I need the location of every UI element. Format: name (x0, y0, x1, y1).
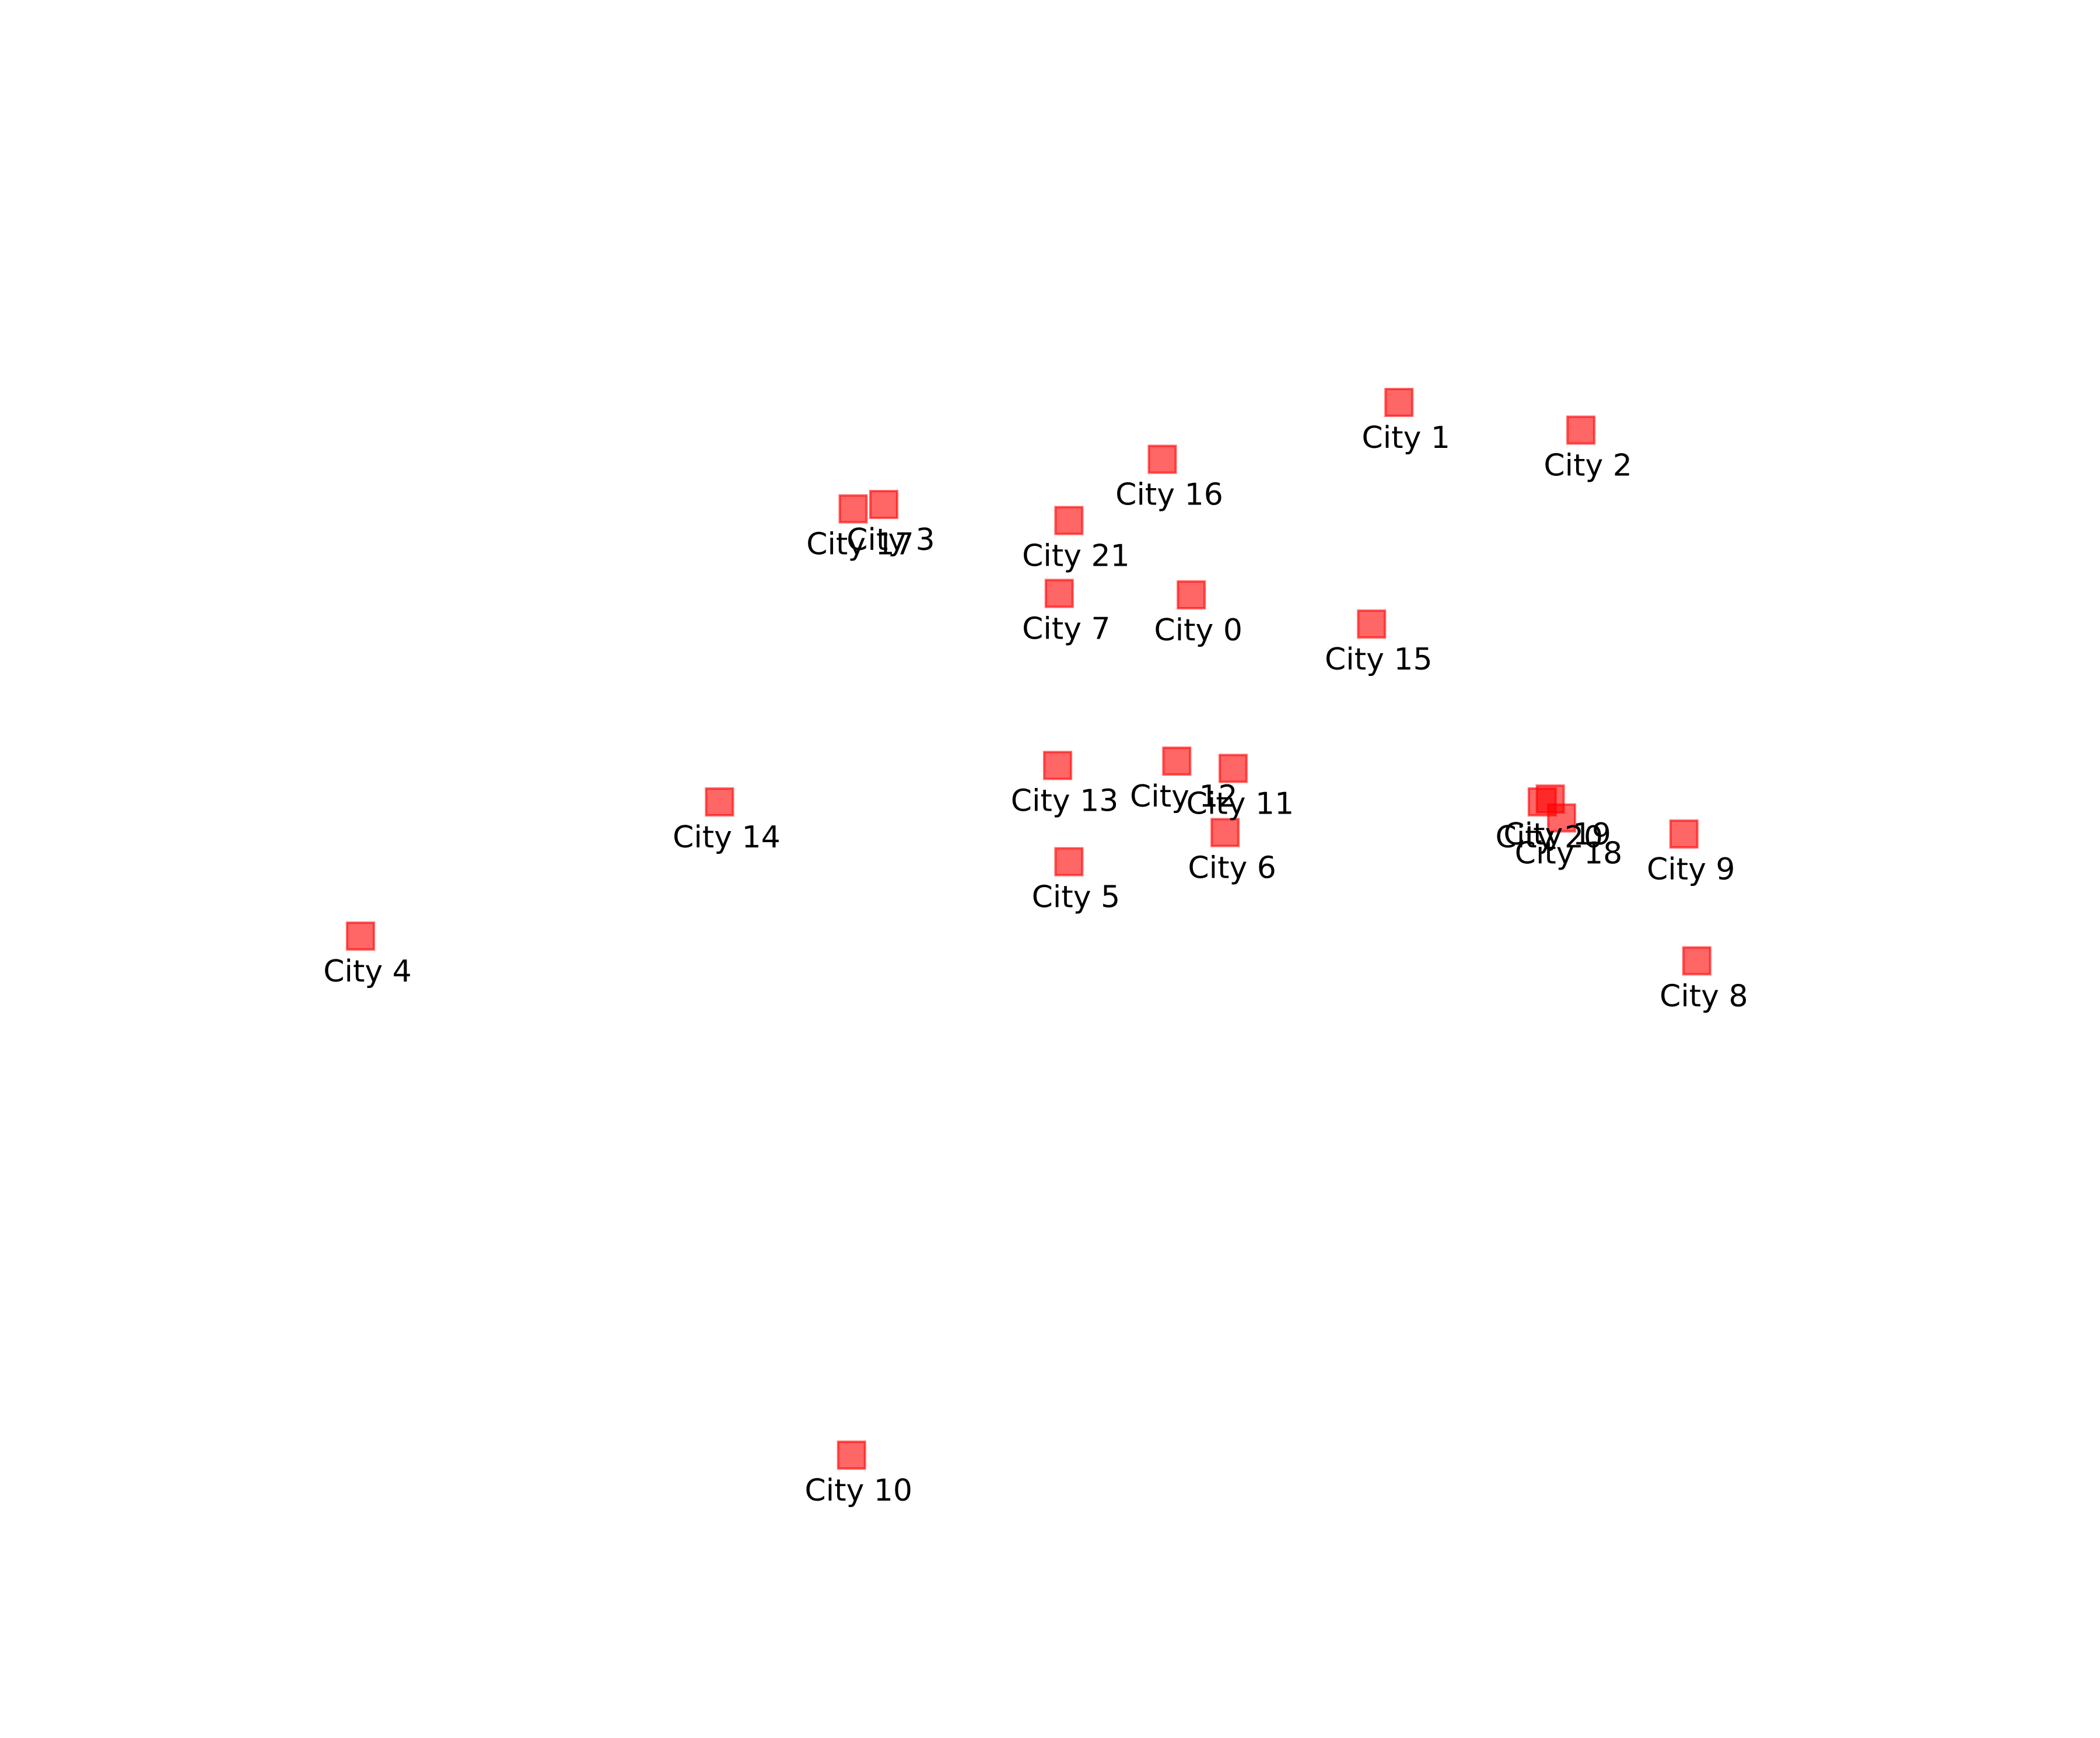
city-label-18: City 18 (1515, 836, 1623, 871)
city-label-5: City 5 (1032, 880, 1121, 915)
city-marker-3 (869, 490, 898, 519)
city-label-6: City 6 (1188, 851, 1276, 886)
city-marker-8 (1682, 946, 1712, 976)
city-label-14: City 14 (673, 820, 780, 855)
city-marker-11 (1218, 754, 1248, 783)
city-marker-5 (1054, 847, 1084, 877)
city-marker-9 (1669, 819, 1699, 849)
city-marker-6 (1210, 818, 1240, 847)
city-label-16: City 16 (1115, 478, 1223, 513)
city-label-19: City 19 (1503, 817, 1611, 852)
city-marker-2 (1566, 415, 1596, 445)
city-label-12: City 12 (1130, 779, 1238, 814)
city-marker-10 (836, 1441, 866, 1470)
city-label-8: City 8 (1660, 979, 1748, 1014)
city-label-0: City 0 (1154, 613, 1242, 648)
city-label-3: City 3 (846, 523, 935, 558)
city-label-13: City 13 (1011, 784, 1119, 819)
city-label-15: City 15 (1325, 642, 1433, 677)
city-marker-0 (1177, 580, 1206, 609)
city-label-10: City 10 (804, 1473, 912, 1508)
city-markers (346, 388, 1712, 1470)
city-marker-20 (1527, 787, 1557, 817)
city-label-1: City 1 (1362, 421, 1450, 455)
city-marker-1 (1384, 388, 1414, 417)
city-marker-15 (1357, 609, 1387, 639)
city-label-11: City 11 (1186, 787, 1294, 822)
city-marker-17 (838, 494, 868, 524)
city-label-20: City 20 (1496, 820, 1604, 855)
city-label-17: City 17 (806, 527, 914, 562)
city-label-7: City 7 (1022, 612, 1111, 647)
city-label-21: City 21 (1022, 539, 1130, 574)
city-marker-21 (1054, 506, 1084, 535)
city-label-9: City 9 (1647, 852, 1735, 887)
city-marker-4 (346, 921, 375, 951)
city-marker-12 (1162, 747, 1192, 776)
city-marker-13 (1043, 751, 1073, 780)
city-label-4: City 4 (323, 954, 412, 989)
city-labels: City 0 City 1 City 2 City 3 City 4 City 5 City… (323, 421, 1748, 1508)
city-marker-7 (1044, 579, 1074, 608)
city-label-2: City 2 (1544, 448, 1632, 483)
city-marker-14 (705, 787, 734, 817)
city-marker-16 (1147, 444, 1177, 474)
